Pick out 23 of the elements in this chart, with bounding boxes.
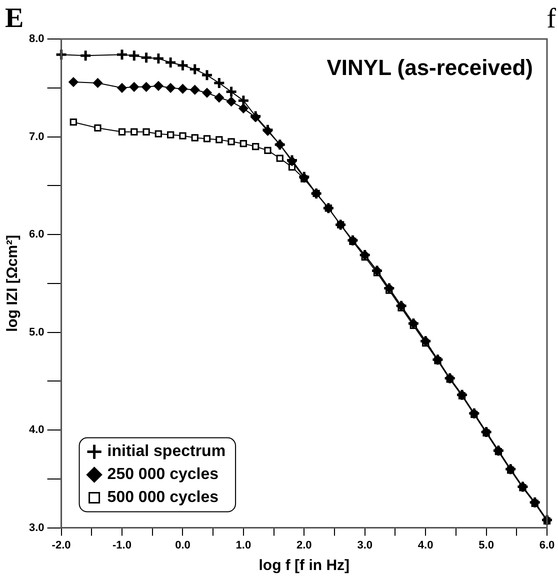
x-tick-label: 2.0: [296, 539, 312, 552]
y-axis-title: log IZI [Ωcm²]: [4, 234, 22, 332]
legend-label: initial spectrum: [107, 443, 226, 460]
y-tick-label: 6.0: [28, 228, 44, 241]
x-tick-label: -2.0: [52, 539, 71, 552]
legend-label: 500 000 cycles: [107, 489, 219, 506]
y-tick-label: 8.0: [28, 33, 44, 46]
x-tick-label: 1.0: [236, 539, 252, 552]
x-tick-label: 3.0: [357, 539, 373, 552]
text: VINYL (as-received): [326, 55, 533, 80]
x-tick-label: 0.0: [175, 539, 190, 552]
x-tick-label: -1.0: [112, 539, 132, 552]
y-tick-label: 4.0: [28, 424, 44, 436]
x-axis-title: log f [f in Hz]: [258, 557, 350, 574]
legend-label: 250 000 cycles: [107, 466, 219, 484]
y-tick-label: 3.0: [28, 522, 44, 534]
x-tick-label: 5.0: [478, 539, 494, 552]
x-tick-label: 6.0: [539, 539, 555, 552]
y-tick-label: 5.0: [28, 326, 44, 338]
x-tick-label: 4.0: [418, 539, 434, 552]
text: E: [5, 3, 24, 34]
y-tick-label: 7.0: [28, 130, 44, 143]
text: f: [546, 3, 557, 34]
